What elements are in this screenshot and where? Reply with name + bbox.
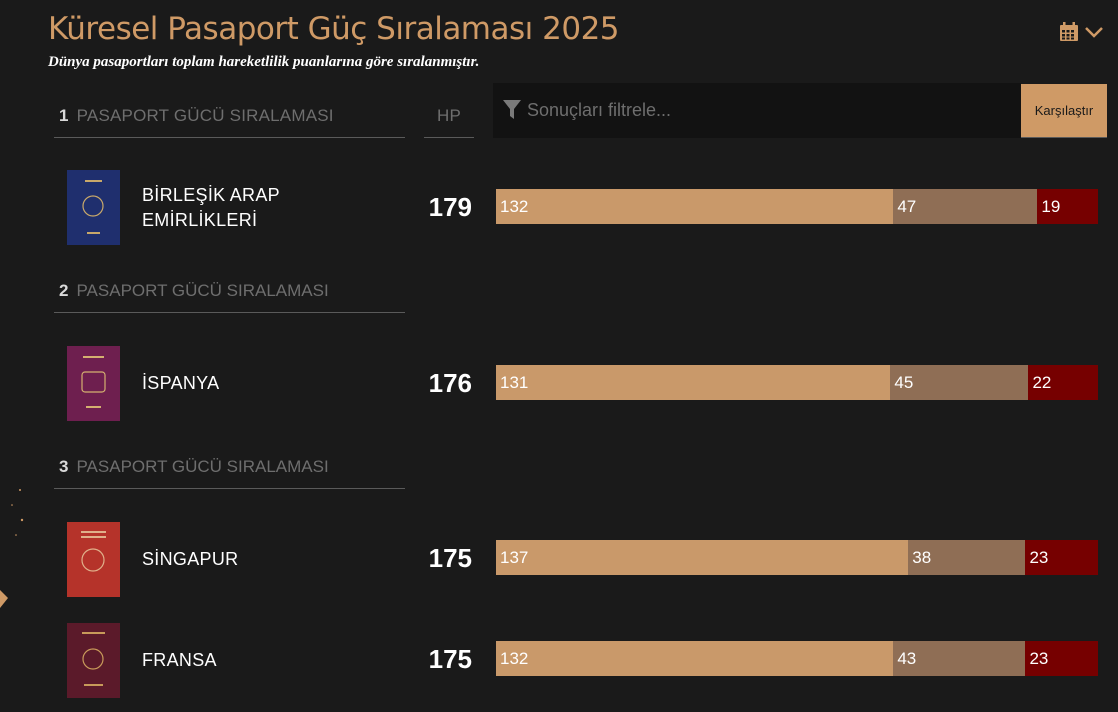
mobility-bar-singapore[interactable]: 137 38 23	[496, 540, 1098, 575]
country-name-line1: FRANSA	[142, 650, 217, 670]
rank-column-header: 1 PASAPORT GÜCÜ SIRALAMASI	[54, 94, 405, 138]
eta-segment: 23	[1025, 540, 1098, 575]
visa-free-segment: 132	[496, 641, 894, 676]
filter-input[interactable]	[493, 83, 1021, 138]
visa-on-arrival-segment: 47	[893, 189, 1038, 224]
calendar-icon	[1060, 22, 1078, 41]
rank-header-label: PASAPORT GÜCÜ SIRALAMASI	[76, 105, 334, 125]
hp-column-header: HP	[424, 94, 474, 138]
mobility-bar-uae[interactable]: 132 47 19	[496, 189, 1098, 224]
country-name-line1: SİNGAPUR	[142, 549, 239, 569]
hp-score: 179	[428, 192, 472, 222]
country-name-line1: BİRLEŞİK ARAP	[142, 185, 280, 205]
eta-segment: 22	[1028, 365, 1099, 400]
rank-number: 1	[59, 105, 69, 125]
rank-header-label: PASAPORT GÜCÜ SIRALAMASI	[76, 456, 329, 476]
hp-score: 176	[428, 368, 472, 398]
rank-group-header: 3 PASAPORT GÜCÜ SIRALAMASI	[54, 445, 405, 489]
country-name-line1: İSPANYA	[142, 373, 220, 393]
rank-number: 3	[59, 456, 69, 476]
mobility-bar-france[interactable]: 132 43 23	[496, 641, 1098, 676]
year-selector-button[interactable]	[1058, 18, 1110, 46]
visa-on-arrival-segment: 38	[908, 540, 1026, 575]
hp-score: 175	[428, 644, 472, 674]
hp-score: 175	[428, 543, 472, 573]
country-name-line2: EMİRLİKLERİ	[142, 210, 258, 230]
filter-bar: Karşılaştır	[493, 83, 1107, 138]
country-name-uae[interactable]: BİRLEŞİK ARAP EMİRLİKLERİ	[142, 183, 280, 233]
mobility-bar-spain[interactable]: 131 45 22	[496, 365, 1099, 400]
country-name-singapore[interactable]: SİNGAPUR	[142, 547, 238, 572]
passport-cover	[67, 522, 120, 597]
compare-button[interactable]: Karşılaştır	[1021, 84, 1107, 137]
country-name-spain[interactable]: İSPANYA	[142, 371, 219, 396]
visa-free-segment: 132	[496, 189, 894, 224]
eta-segment: 23	[1025, 641, 1098, 676]
chevron-down-icon	[1085, 27, 1103, 38]
passport-cover	[67, 346, 120, 421]
visa-free-segment: 137	[496, 540, 909, 575]
page-title: Küresel Pasaport Güç Sıralaması 2025	[48, 11, 620, 47]
passport-cover	[67, 623, 120, 698]
visa-on-arrival-segment: 45	[890, 365, 1029, 400]
passport-image-spain[interactable]	[67, 346, 120, 421]
filter-icon	[503, 100, 521, 119]
eta-segment: 19	[1037, 189, 1098, 224]
rank-group-header: 2 PASAPORT GÜCÜ SIRALAMASI	[54, 269, 405, 313]
rank-number: 2	[59, 280, 69, 300]
passport-image-france[interactable]	[67, 623, 120, 698]
visa-on-arrival-segment: 43	[893, 641, 1026, 676]
rank-header-label: PASAPORT GÜCÜ SIRALAMASI	[76, 280, 329, 300]
country-name-france[interactable]: FRANSA	[142, 648, 217, 673]
decorative-sparkle	[0, 489, 24, 608]
visa-free-segment: 131	[496, 365, 891, 400]
passport-image-singapore[interactable]	[67, 522, 120, 597]
passport-image-uae[interactable]	[67, 170, 120, 245]
page-subtitle: Dünya pasaportları toplam hareketlilik p…	[48, 54, 480, 70]
